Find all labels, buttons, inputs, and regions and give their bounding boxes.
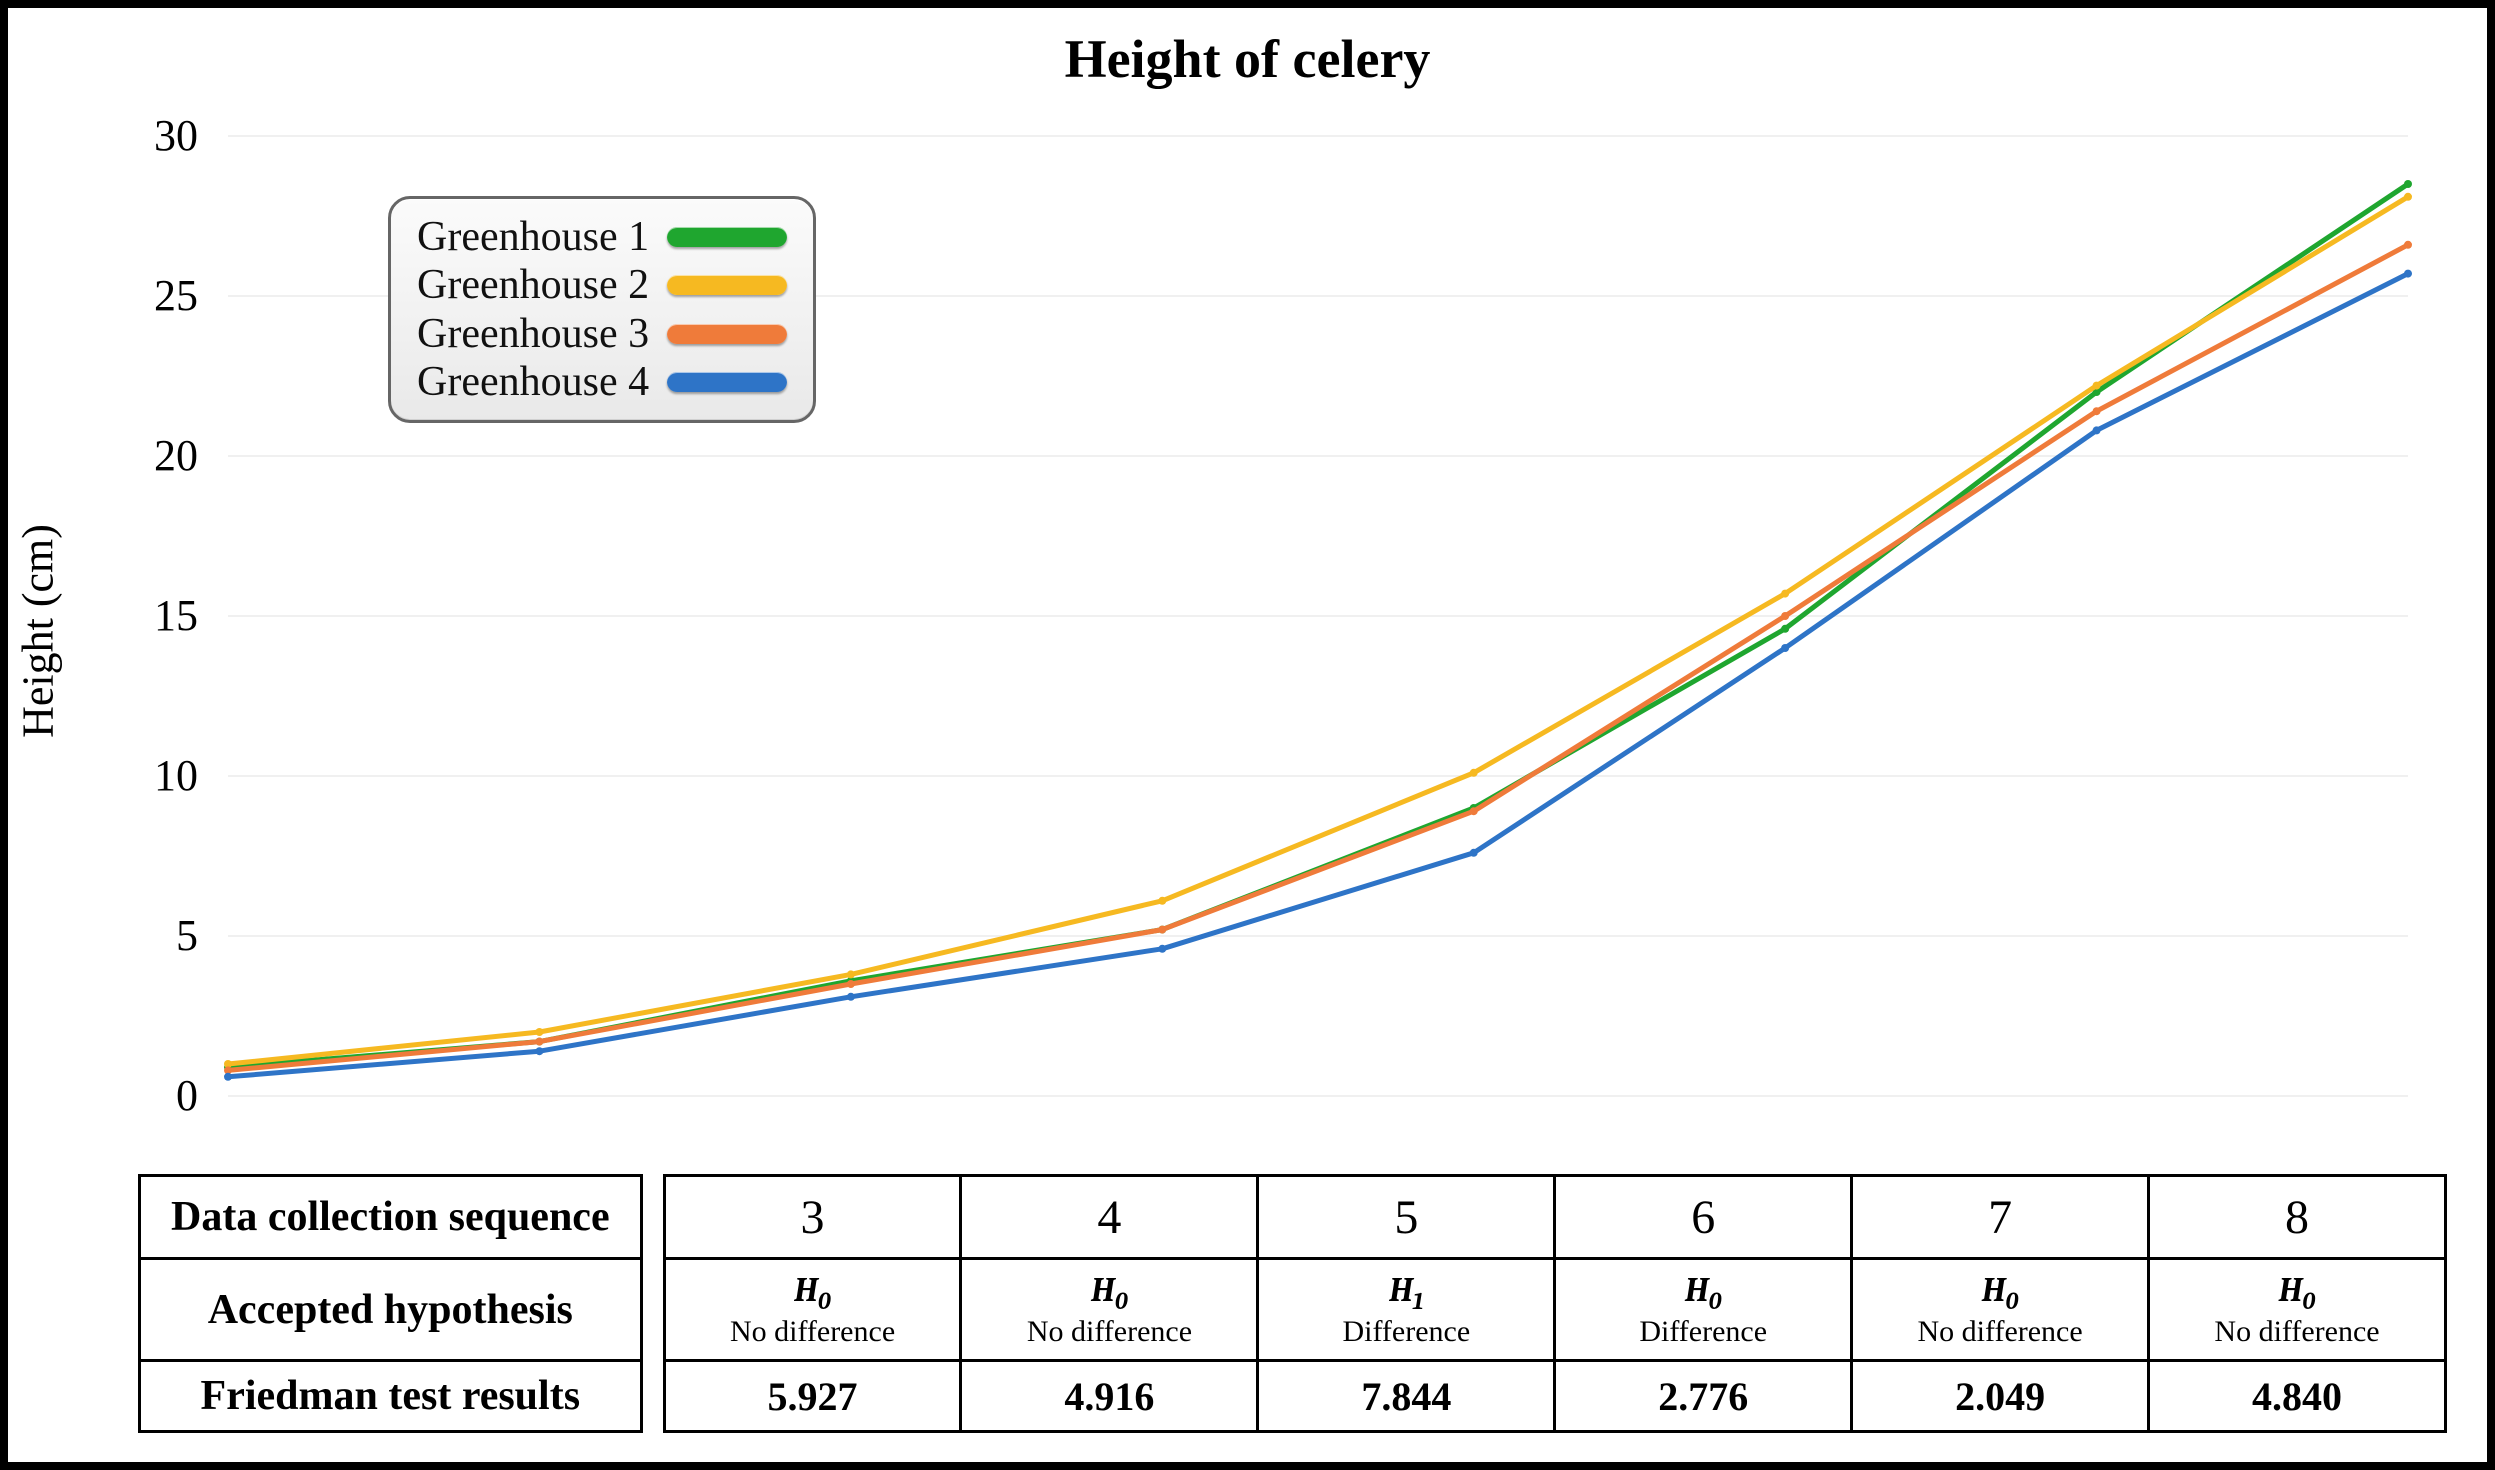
row-hyp: H0No differenceH0No differenceH1Differen… [664,1259,2445,1361]
series-marker [1158,926,1166,934]
hypothesis-symbol: H0 [680,1270,946,1315]
series-marker [1470,807,1478,815]
series-marker [2404,270,2412,278]
results-table: Data collection sequence Accepted hypoth… [138,1174,2447,1433]
legend-item: Greenhouse 4 [417,358,787,406]
seq-cell: 5 [1258,1176,1555,1259]
rowhdr-hyp: Accepted hypothesis [140,1259,642,1361]
ytick-label: 10 [154,751,198,800]
friedman-cell: 7.844 [1258,1361,1555,1432]
hypothesis-desc: No difference [680,1315,946,1349]
hypothesis-desc: No difference [1867,1315,2133,1349]
ytick-label: 20 [154,431,198,480]
ytick-label: 0 [176,1071,198,1120]
figure-frame: Height of celery Height (cm) 0 5 10 15 20 25 3… [0,0,2495,1470]
legend-label: Greenhouse 1 [417,213,649,261]
hypothesis-cell: H0No difference [664,1259,961,1361]
row-seq: 345678 [664,1176,2445,1259]
friedman-cell: 5.927 [664,1361,961,1432]
friedman-cell: 2.049 [1852,1361,2149,1432]
ytick-label: 15 [154,591,198,640]
chart-area: Height (cm) 051015202530 Greenhouse 1Gre… [48,96,2447,1166]
legend-item: Greenhouse 2 [417,261,787,309]
series-marker [1158,897,1166,905]
hypothesis-cell: H0Difference [1555,1259,1852,1361]
series-marker [1781,590,1789,598]
rowhdr-fried: Friedman test results [140,1361,642,1432]
hypothesis-symbol: H0 [1570,1270,1836,1315]
hypothesis-symbol: H0 [2164,1270,2430,1315]
series-marker [2404,193,2412,201]
hypothesis-desc: No difference [2164,1315,2430,1349]
friedman-cell: 4.916 [961,1361,1258,1432]
hypothesis-symbol: H1 [1273,1270,1539,1315]
table-row-headers: Data collection sequence Accepted hypoth… [138,1174,643,1433]
hypothesis-cell: H0No difference [2149,1259,2446,1361]
series-marker [1158,945,1166,953]
hypothesis-symbol: H0 [1867,1270,2133,1315]
rowhdr-seq: Data collection sequence [140,1176,642,1259]
hypothesis-cell: H1Difference [1258,1259,1555,1361]
seq-cell: 3 [664,1176,961,1259]
legend-label: Greenhouse 2 [417,261,649,309]
series-marker [2093,426,2101,434]
series-marker [535,1028,543,1036]
seq-cell: 8 [2149,1176,2446,1259]
seq-cell: 4 [961,1176,1258,1259]
y-axis-label: Height (cm) [13,524,64,738]
series-marker [1781,644,1789,652]
series-marker [2093,382,2101,390]
legend-swatch [667,324,787,344]
series-marker [535,1038,543,1046]
table-data: 345678 H0No differenceH0No differenceH1D… [663,1174,2447,1433]
series-marker [2404,241,2412,249]
legend-label: Greenhouse 3 [417,310,649,358]
series-marker [535,1047,543,1055]
series-marker [2404,180,2412,188]
row-fried: 5.9274.9167.8442.7762.0494.840 [664,1361,2445,1432]
ytick-label: 30 [154,111,198,160]
hypothesis-desc: Difference [1273,1315,1539,1349]
series-marker [847,980,855,988]
series-marker [1470,769,1478,777]
legend-item: Greenhouse 3 [417,310,787,358]
seq-cell: 7 [1852,1176,2149,1259]
ytick-label: 25 [154,271,198,320]
chart-title: Height of celery [48,28,2447,90]
hypothesis-symbol: H0 [976,1270,1242,1315]
legend-swatch [667,372,787,392]
legend: Greenhouse 1Greenhouse 2Greenhouse 3Gree… [388,196,816,423]
ytick-label: 5 [176,911,198,960]
hypothesis-desc: No difference [976,1315,1242,1349]
legend-swatch [667,227,787,247]
series-marker [847,970,855,978]
series-marker [1781,625,1789,633]
legend-swatch [667,275,787,295]
legend-label: Greenhouse 4 [417,358,649,406]
series-marker [1781,612,1789,620]
hypothesis-cell: H0No difference [1852,1259,2149,1361]
friedman-cell: 4.840 [2149,1361,2446,1432]
hypothesis-cell: H0No difference [961,1259,1258,1361]
series-marker [2093,407,2101,415]
legend-item: Greenhouse 1 [417,213,787,261]
hypothesis-desc: Difference [1570,1315,1836,1349]
friedman-cell: 2.776 [1555,1361,1852,1432]
series-marker [847,993,855,1001]
seq-cell: 6 [1555,1176,1852,1259]
series-marker [1470,849,1478,857]
series-marker [224,1073,232,1081]
